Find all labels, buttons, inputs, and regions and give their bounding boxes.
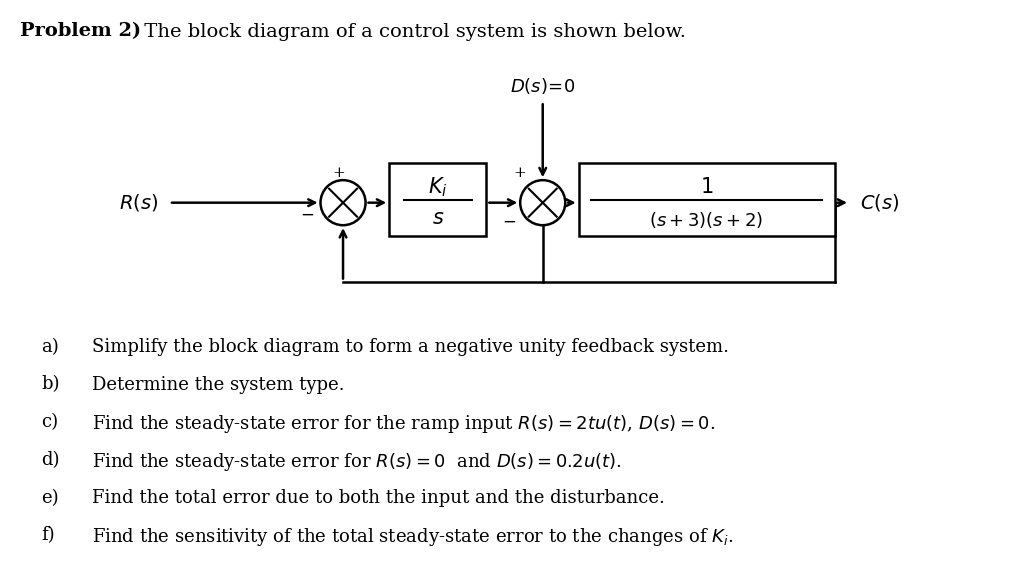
Text: e): e) bbox=[41, 489, 58, 507]
Text: $1$: $1$ bbox=[699, 177, 714, 196]
Text: Find the total error due to both the input and the disturbance.: Find the total error due to both the inp… bbox=[92, 489, 665, 507]
Text: Determine the system type.: Determine the system type. bbox=[92, 376, 345, 394]
Text: Find the steady-state error for $R(s) = 0$  and $D(s) = 0.2u(t)$.: Find the steady-state error for $R(s) = … bbox=[92, 451, 622, 473]
Text: Find the steady-state error for the ramp input $R(s) = 2tu(t)$, $D(s) = 0$.: Find the steady-state error for the ramp… bbox=[92, 413, 716, 435]
Text: $K_i$: $K_i$ bbox=[428, 176, 447, 199]
Text: $s$: $s$ bbox=[431, 209, 444, 227]
Text: c): c) bbox=[41, 413, 58, 431]
Bar bbox=[389, 163, 486, 236]
Text: Find the sensitivity of the total steady-state error to the changes of $K_i$.: Find the sensitivity of the total steady… bbox=[92, 526, 733, 548]
Text: Simplify the block diagram to form a negative unity feedback system.: Simplify the block diagram to form a neg… bbox=[92, 338, 729, 356]
Text: $-$: $-$ bbox=[502, 212, 516, 229]
Ellipse shape bbox=[520, 180, 565, 225]
Text: The block diagram of a control system is shown below.: The block diagram of a control system is… bbox=[138, 23, 686, 41]
Text: $C(s)$: $C(s)$ bbox=[860, 192, 899, 213]
Text: $R(s)$: $R(s)$ bbox=[120, 192, 159, 213]
Text: f): f) bbox=[41, 526, 54, 544]
Text: +: + bbox=[514, 167, 526, 180]
Ellipse shape bbox=[321, 180, 366, 225]
Text: $-$: $-$ bbox=[300, 205, 314, 222]
Text: a): a) bbox=[41, 338, 58, 356]
Text: +: + bbox=[332, 167, 345, 180]
Text: Problem 2): Problem 2) bbox=[20, 23, 141, 41]
Text: b): b) bbox=[41, 376, 59, 394]
Text: $(s + 3)(s + 2)$: $(s + 3)(s + 2)$ bbox=[649, 211, 764, 230]
Text: $D(s)\!=\!0$: $D(s)\!=\!0$ bbox=[510, 75, 575, 96]
Bar bbox=[579, 163, 835, 236]
Text: d): d) bbox=[41, 451, 59, 469]
